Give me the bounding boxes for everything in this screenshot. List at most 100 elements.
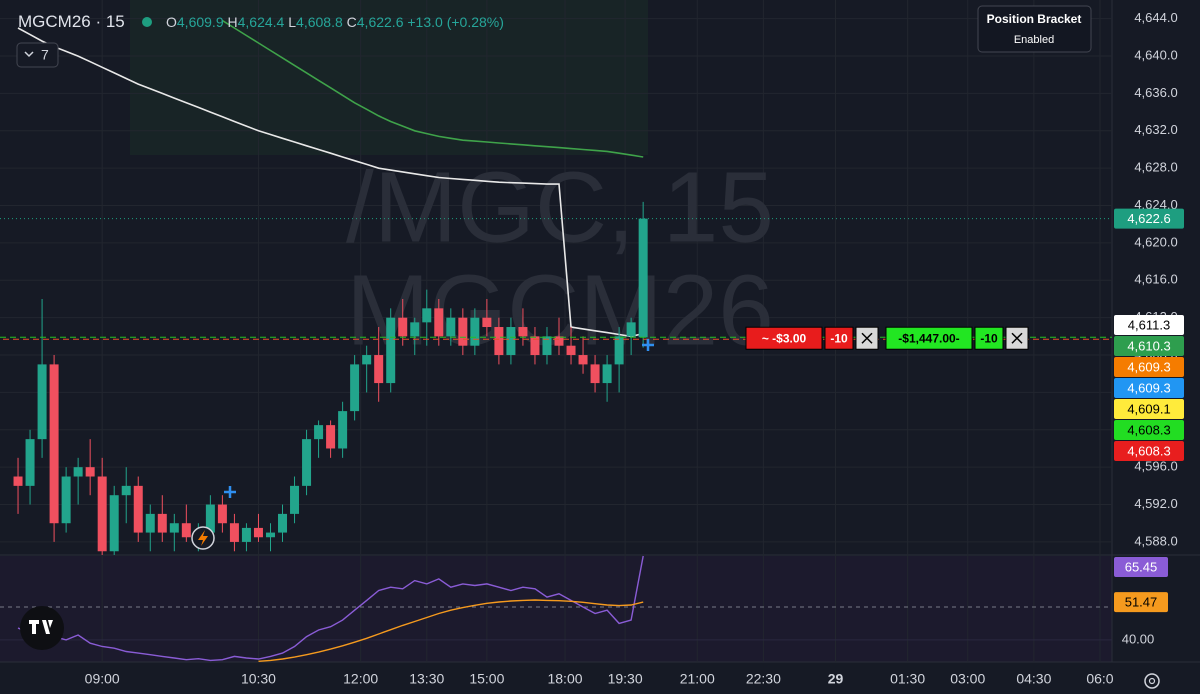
candle-body [590, 364, 600, 384]
candle-body [518, 327, 528, 337]
candle-body [217, 504, 227, 524]
y-tick-label: 4,640.0 [1134, 47, 1177, 62]
price-tag [1114, 441, 1184, 461]
rsi-tag [1114, 557, 1168, 577]
price-tag [1114, 208, 1184, 229]
gear[interactable] [1144, 673, 1160, 689]
order-pnl-label: ~ -$3.00 [762, 331, 807, 345]
markers [224, 339, 654, 498]
price-tag-label: 4,622.6 [1127, 211, 1170, 226]
candle-body [121, 485, 131, 496]
indicator-line [258, 599, 644, 662]
candle-body [578, 355, 588, 365]
watermark: /MGC, 15 [346, 151, 774, 263]
rsi-marks [0, 555, 1112, 662]
order-qty-label: -10 [980, 331, 998, 345]
price-tag-label: 4,608.3 [1127, 443, 1170, 458]
o: 4,609.9 [177, 14, 224, 30]
toggle-box[interactable] [16, 42, 59, 68]
rsi-pane [0, 556, 1112, 662]
y-tick-label: 4,624.0 [1134, 197, 1177, 212]
candle-body [241, 527, 251, 542]
price-tag-label: 4,609.3 [1127, 359, 1170, 374]
candle-body [37, 364, 47, 440]
crosshair-marker [224, 486, 236, 498]
candle-body [626, 322, 636, 337]
candle-body [494, 327, 504, 356]
price-tag [1114, 336, 1184, 356]
x-tick-label: 13:30 [409, 671, 444, 687]
x-tick-label: 09:00 [85, 671, 120, 687]
candle-body [614, 336, 624, 365]
candle-body [157, 513, 167, 533]
candle-body [49, 364, 59, 524]
l: 4,608.8 [296, 14, 343, 30]
price-tag [1114, 399, 1184, 419]
x-tick-label: 01:30 [890, 671, 925, 687]
candle-body [290, 485, 300, 514]
candle-body [253, 527, 263, 538]
order-qty [824, 326, 854, 350]
watermark: MGCM26 [346, 254, 774, 366]
candle-body [338, 411, 348, 449]
indicator-line [17, 27, 644, 338]
candle-body [314, 425, 324, 440]
x-tick-label: 15:00 [469, 671, 504, 687]
y-tick-label: 40.00 [1122, 631, 1155, 646]
price-tag [1114, 420, 1184, 440]
candle-body [85, 467, 95, 477]
candle-body [25, 439, 35, 486]
cancel-x [861, 332, 873, 344]
settings-icon[interactable] [1144, 673, 1160, 689]
ohlc: O4,609.9 H4,624.4 L4,608.8 C4,622.6 +13.… [166, 14, 504, 30]
candle-body [326, 425, 336, 449]
x-tick-label: 10:30 [241, 671, 276, 687]
price-tag-label: 4,609.3 [1127, 380, 1170, 395]
order-pnl [885, 326, 973, 350]
candle-body [446, 317, 456, 337]
chevron [24, 51, 34, 58]
candle-body [602, 364, 612, 384]
candle-body [302, 439, 312, 486]
indicator-count: 7 [41, 47, 49, 63]
x-tick-label: 19:30 [608, 671, 643, 687]
x-tick-label: 04:30 [1016, 671, 1051, 687]
y-tick-label: 4,644.0 [1134, 10, 1177, 25]
logo-circle[interactable] [20, 606, 64, 650]
lightning-icon[interactable] [191, 526, 215, 550]
x-tick-label: 06:0 [1086, 671, 1113, 687]
indicators-toggle[interactable]: 7 [16, 42, 59, 68]
price-tag-label: 4,610.3 [1127, 338, 1170, 353]
price-tag-label: 4,608.3 [1127, 422, 1170, 437]
candle-body [61, 476, 71, 524]
y-tick-label: 4,616.0 [1134, 272, 1177, 287]
x-tick-label: 29 [828, 671, 844, 687]
candle-body [482, 317, 492, 328]
x-tick-label: 12:00 [343, 671, 378, 687]
status-dot [142, 17, 152, 27]
order-pnl-label: -$1,447.00- [898, 331, 959, 345]
indicator-line [221, 19, 644, 158]
crosshair-marker [642, 339, 654, 351]
logo[interactable] [20, 606, 64, 650]
x-tick-label: 18:00 [547, 671, 582, 687]
x-tick-label: 21:00 [680, 671, 715, 687]
bracket-box[interactable] [977, 5, 1092, 53]
candle-body [566, 345, 576, 356]
y-tick-label: 4,628.0 [1134, 160, 1177, 175]
grid [0, 0, 1112, 662]
y-tick-label: 4,632.0 [1134, 122, 1177, 137]
y-tick-label: 4,592.0 [1134, 496, 1177, 511]
y-tick-label: 4,620.0 [1134, 234, 1177, 249]
x-tick-label: 22:30 [746, 671, 781, 687]
position-bracket[interactable]: Position Bracket Enabled [977, 5, 1092, 53]
c: 4,622.6 [357, 14, 404, 30]
candle-body [374, 355, 384, 384]
candle-body [278, 513, 288, 533]
candle-body [205, 504, 215, 533]
rsi-tag-label: 51.47 [1125, 595, 1158, 610]
candle-body [410, 322, 420, 337]
